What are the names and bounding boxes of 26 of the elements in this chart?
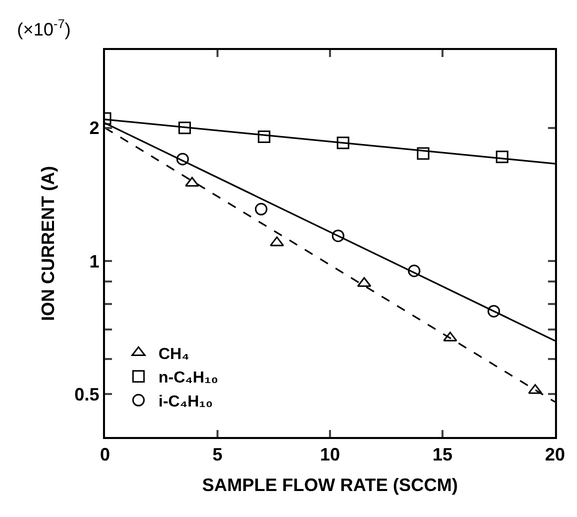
x-tick-label: 20 bbox=[544, 444, 566, 465]
legend-label: CH₄ bbox=[158, 346, 190, 363]
legend-label: i-C₄H₁₀ bbox=[158, 393, 213, 410]
point bbox=[254, 202, 268, 216]
y-tick-label: 2 bbox=[89, 118, 100, 138]
point bbox=[332, 230, 344, 242]
x-tick-label: 10 bbox=[320, 444, 340, 465]
y-tick-label: 1 bbox=[89, 251, 100, 272]
point bbox=[184, 176, 200, 187]
point bbox=[408, 264, 420, 278]
point bbox=[178, 122, 191, 134]
x-tick-label: 5 bbox=[212, 444, 223, 465]
y-tick-label: 0.5 bbox=[74, 384, 100, 404]
text: (×10$^{-7}$) bbox=[17, 17, 71, 40]
point bbox=[416, 147, 430, 160]
point bbox=[336, 136, 350, 150]
point bbox=[176, 152, 189, 166]
x-axis-title: SAMPLE FLOW RATE (SCCM) bbox=[202, 475, 458, 496]
point bbox=[270, 236, 284, 246]
legend-label: n-C₄H₁₀ bbox=[158, 370, 218, 387]
y-axis-title: ION CURRENT (A) bbox=[38, 166, 58, 321]
point bbox=[488, 304, 500, 318]
x-tick-label: 15 bbox=[432, 444, 453, 465]
point bbox=[496, 150, 508, 164]
point bbox=[258, 130, 270, 143]
x-tick-label: 0 bbox=[100, 444, 110, 465]
